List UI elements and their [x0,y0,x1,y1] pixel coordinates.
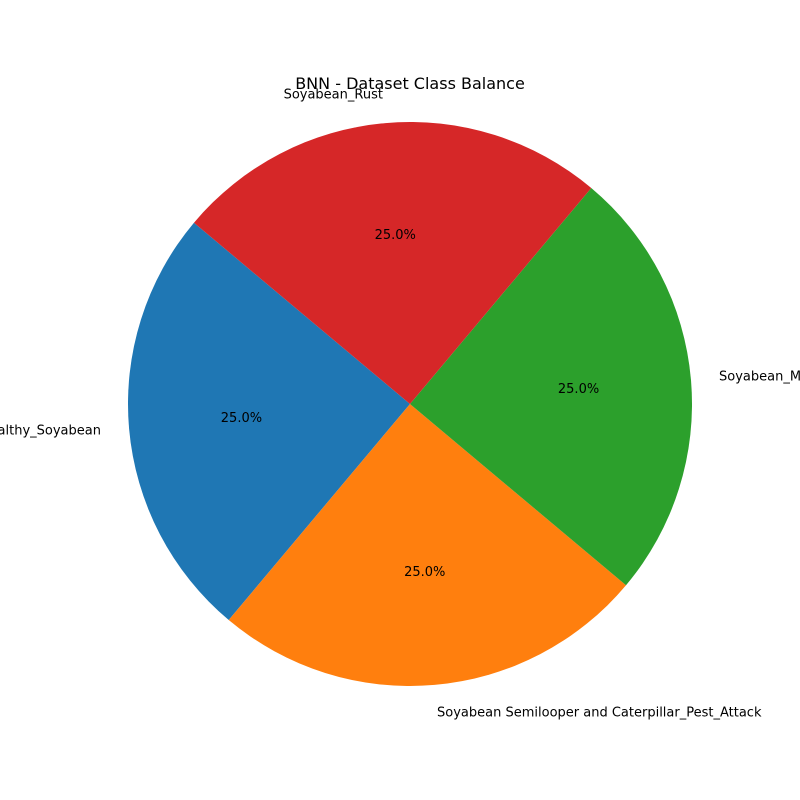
pie-slices [127,121,692,687]
pie-slice-soyabean-semilooper-and-caterpillar-pest-attack [228,404,627,687]
percent-labels: 25.0% 25.0% 25.0% 25.0% [221,228,599,580]
percent-label-healthy-soyabean: 25.0% [221,411,262,426]
slice-label-healthy-soyabean: Healthy_Soyabean [0,424,101,439]
pie-slice-soyabean-rust [193,121,592,404]
slice-labels: Healthy_Soyabean Soyabean Semilooper and … [0,87,800,720]
percent-label-soyabean-semilooper-and-caterpillar-pest-attack: 25.0% [404,565,445,580]
chart-title: BNN - Dataset Class Balance [295,74,525,93]
slice-label-soyabean-semilooper-and-caterpillar-pest-attack: Soyabean Semilooper and Caterpillar_Pest… [437,706,762,721]
percent-label-soyabean-mosaic: 25.0% [558,382,599,397]
slice-label-soyabean-mosaic: Soyabean_Mosaic [719,369,800,384]
percent-label-soyabean-rust: 25.0% [375,228,416,243]
slice-label-soyabean-rust: Soyabean_Rust [284,87,383,102]
pie-slice-soyabean-mosaic [410,187,692,586]
pie-slice-healthy-soyabean [127,222,410,621]
